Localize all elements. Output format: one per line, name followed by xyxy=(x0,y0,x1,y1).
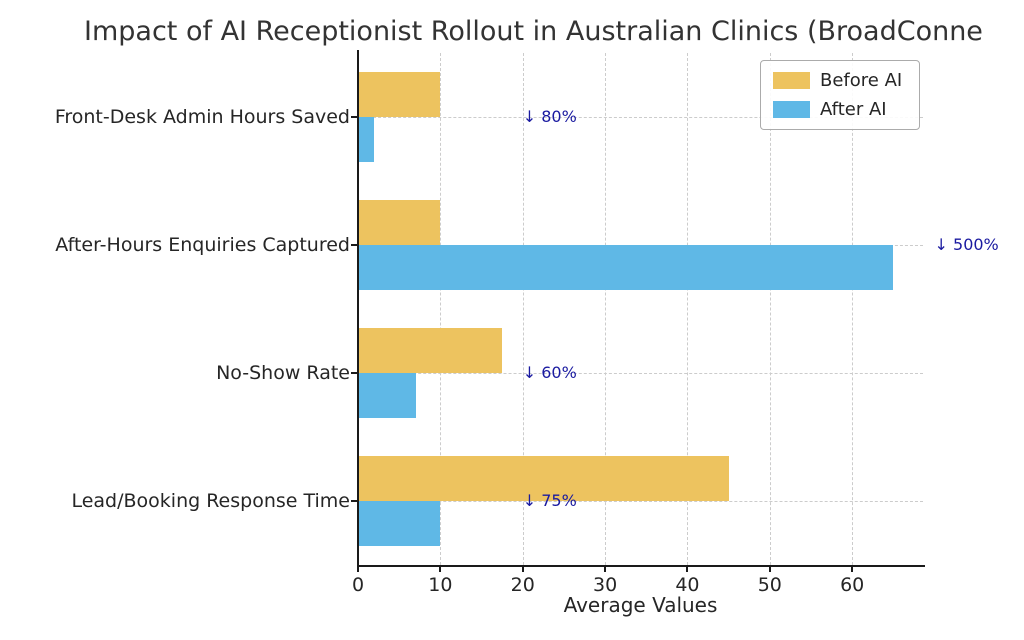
legend-swatch-before-ai-icon xyxy=(773,72,810,89)
x-tick-label: 0 xyxy=(351,574,365,596)
x-tick-label: 20 xyxy=(510,574,535,596)
y-tick xyxy=(351,372,358,374)
x-tick-label: 40 xyxy=(675,574,700,596)
bar-before-ai xyxy=(358,200,441,245)
bar-after-ai xyxy=(358,117,375,162)
category-label: No-Show Rate xyxy=(216,362,350,384)
y-gridline xyxy=(358,117,923,118)
x-axis-label: Average Values xyxy=(563,593,718,617)
category-label: Front-Desk Admin Hours Saved xyxy=(54,106,350,128)
bar-after-ai xyxy=(358,245,894,290)
y-tick xyxy=(351,244,358,246)
x-tick-label: 30 xyxy=(592,574,618,596)
annotation-change-badge: ↓ 75% xyxy=(522,491,577,510)
x-tick xyxy=(439,565,442,572)
x-gridline xyxy=(440,53,442,565)
x-gridline xyxy=(852,53,854,565)
x-tick-label: 60 xyxy=(840,574,865,596)
legend-label-before-ai: Before AI xyxy=(820,70,903,91)
legend: Before AI After AI xyxy=(760,60,920,130)
y-tick xyxy=(351,500,358,502)
annotation-change-badge: ↓ 500% xyxy=(934,235,999,254)
chart-title: Impact of AI Receptionist Rollout in Aus… xyxy=(84,16,983,47)
y-gridline xyxy=(358,373,923,374)
x-tick xyxy=(604,565,607,572)
x-gridline xyxy=(605,53,607,565)
bar-before-ai xyxy=(358,72,441,117)
x-gridline xyxy=(769,53,771,565)
x-axis-spine xyxy=(357,565,925,567)
x-gridline xyxy=(522,53,524,565)
x-tick xyxy=(768,565,771,572)
y-axis-spine xyxy=(357,50,359,565)
x-tick-label: 10 xyxy=(428,574,453,596)
bar-before-ai xyxy=(358,328,503,373)
category-label: After-Hours Enquiries Captured xyxy=(55,234,350,256)
legend-item-before-ai: Before AI xyxy=(773,70,907,91)
x-gridline xyxy=(687,53,689,565)
category-label: Lead/Booking Response Time xyxy=(71,490,350,512)
x-tick-label: 50 xyxy=(757,574,782,596)
annotation-change-badge: ↓ 60% xyxy=(522,363,577,382)
y-tick xyxy=(351,116,358,118)
bar-after-ai xyxy=(358,501,441,546)
annotation-change-badge: ↓ 80% xyxy=(522,107,577,126)
bar-after-ai xyxy=(358,373,416,418)
x-tick xyxy=(686,565,689,572)
bar-before-ai xyxy=(358,456,729,501)
x-tick xyxy=(357,565,359,572)
x-tick xyxy=(851,565,854,572)
legend-swatch-after-ai-icon xyxy=(773,101,810,118)
x-tick xyxy=(521,565,524,572)
legend-label-after-ai: After AI xyxy=(820,99,887,120)
y-gridline xyxy=(358,501,923,502)
legend-item-after-ai: After AI xyxy=(773,99,907,120)
